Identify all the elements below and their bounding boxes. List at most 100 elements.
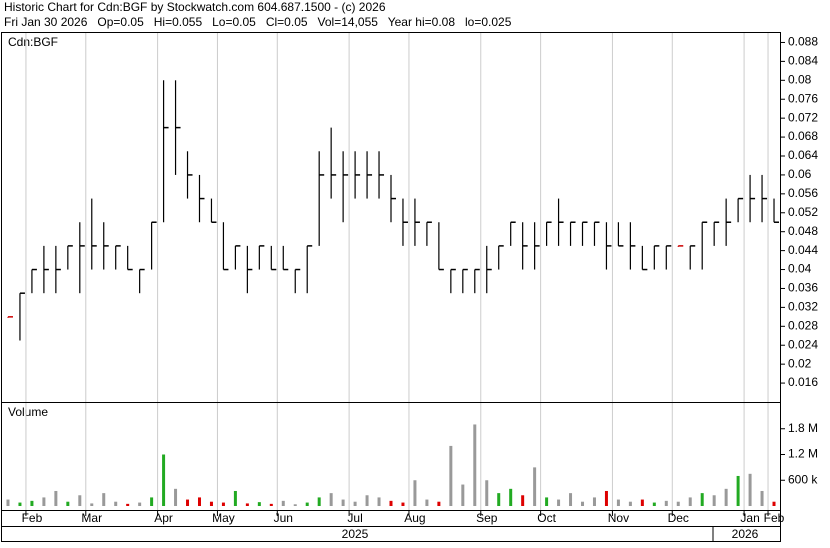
volume-bar [18, 502, 22, 506]
volume-bar [221, 502, 225, 506]
volume-bar [281, 500, 285, 506]
volume-bar [461, 484, 465, 506]
y-tick-label: 1.8 M [788, 421, 818, 435]
volume-bar [437, 501, 441, 506]
volume-bar [772, 501, 776, 506]
volume-title: Volume [8, 405, 48, 419]
x-tick-label: Apr [154, 511, 173, 525]
y-tick-label: 0.036 [788, 281, 818, 295]
y-tick-label: 0.06 [788, 167, 812, 181]
y-tick-label: 0.052 [788, 205, 818, 219]
volume-bar [700, 493, 704, 506]
y-tick-label: 0.068 [788, 129, 818, 143]
volume-bar [509, 488, 513, 506]
volume-bar [365, 495, 369, 506]
volume-bar [413, 480, 417, 506]
volume-bar [209, 501, 213, 506]
volume-bar [473, 424, 477, 506]
volume-bar [293, 504, 297, 506]
y-tick-label: 0.08 [788, 72, 812, 86]
volume-bar [269, 503, 273, 506]
volume-bar [30, 500, 34, 506]
volume-bar [425, 499, 429, 506]
volume-bar [233, 490, 237, 506]
volume-bar [521, 495, 525, 506]
x-tick-label: Sep [476, 511, 498, 525]
volume-bar [628, 501, 632, 506]
y-tick-label: 0.016 [788, 375, 818, 389]
x-tick-label: Feb [764, 511, 785, 525]
x-tick-label: Jul [347, 511, 362, 525]
y-tick-label: 0.076 [788, 91, 818, 105]
volume-bar [305, 502, 309, 506]
volume-bar [162, 454, 166, 506]
volume-bar [497, 493, 501, 506]
volume-bar [126, 503, 130, 506]
volume-bar [6, 499, 10, 506]
y-tick-label: 1.2 M [788, 447, 818, 461]
volume-bar [533, 467, 537, 506]
volume-bar [353, 501, 357, 506]
y-tick-label: 0.024 [788, 337, 818, 351]
y-tick-label: 0.072 [788, 110, 818, 124]
volume-bar [341, 499, 345, 506]
volume-bar [150, 497, 154, 506]
volume-bar [257, 502, 261, 506]
y-tick-label: 0.028 [788, 318, 818, 332]
y-tick-label: 0.02 [788, 356, 812, 370]
volume-bar [688, 497, 692, 506]
year-label: 2025 [342, 527, 369, 541]
volume-bar [569, 493, 573, 506]
y-tick-label: 0.084 [788, 54, 818, 68]
x-tick-label: Dec [668, 511, 689, 525]
volume-bar [377, 497, 381, 506]
volume-bar [66, 501, 70, 506]
volume-bar [640, 499, 644, 506]
volume-bar [329, 493, 333, 506]
volume-bar [54, 490, 58, 506]
volume-bar [174, 488, 178, 506]
y-tick-label: 600 k [788, 472, 818, 486]
x-tick-label: Jan [740, 511, 759, 525]
volume-bar [90, 503, 94, 506]
x-tick-label: May [212, 511, 235, 525]
y-tick-label: 0.064 [788, 148, 818, 162]
volume-bar [186, 499, 190, 506]
volume-bar [317, 497, 321, 506]
year-label: 2026 [732, 527, 759, 541]
y-tick-label: 0.032 [788, 300, 818, 314]
volume-bar [652, 502, 656, 506]
volume-bar [545, 497, 549, 506]
header-line-1: Historic Chart for Cdn:BGF by Stockwatch… [4, 0, 386, 14]
volume-bar [389, 500, 393, 506]
volume-bar [760, 490, 764, 506]
x-tick-label: Aug [404, 511, 425, 525]
volume-bar [197, 497, 201, 506]
y-tick-label: 0.088 [788, 35, 818, 49]
volume-bar [736, 475, 740, 506]
volume-bar [401, 502, 405, 506]
price-title: Cdn:BGF [8, 35, 58, 49]
volume-bar [557, 499, 561, 506]
x-tick-label: Oct [537, 511, 556, 525]
volume-bar [78, 495, 82, 506]
y-tick-label: 0.048 [788, 224, 818, 238]
volume-bar [449, 445, 453, 506]
volume-bar [114, 501, 118, 506]
volume-bar [748, 473, 752, 506]
volume-bar [664, 500, 668, 506]
volume-bar [592, 497, 596, 506]
x-tick-label: Jun [274, 511, 293, 525]
x-tick-label: Mar [81, 511, 102, 525]
volume-bar [245, 503, 249, 506]
volume-bar [604, 490, 608, 506]
volume-bar [42, 497, 46, 506]
volume-bar [712, 495, 716, 506]
volume-bar [102, 493, 106, 506]
volume-bar [138, 502, 142, 506]
volume-bar [616, 499, 620, 506]
x-tick-label: Feb [22, 511, 43, 525]
volume-bar [676, 501, 680, 506]
